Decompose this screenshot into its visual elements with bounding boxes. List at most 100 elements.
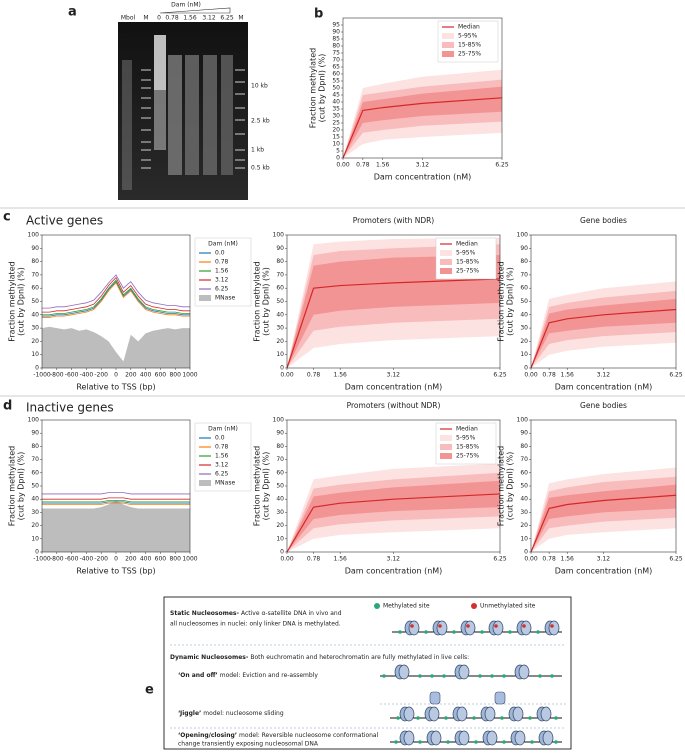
y-tick-label: 70: [31, 456, 39, 463]
methylated-dot: [472, 716, 476, 720]
x-tick-label: 1000: [182, 556, 197, 563]
panel-label: c: [3, 210, 11, 225]
methylated-dot: [502, 740, 506, 744]
y-tick-label: 90: [31, 430, 39, 437]
heading: Static Nucleosomes-: [170, 610, 239, 617]
legend-label: 5-95%: [456, 435, 476, 442]
diagram-text: ‘Opening/closing’ model: Reversible nucle…: [178, 732, 379, 739]
y-tick-label: 90: [332, 29, 340, 36]
x-tick-label: 400: [140, 556, 152, 563]
unmethylated-dot: [410, 624, 414, 628]
diagram-text: all nucleosomes in nuclei: only linker D…: [170, 621, 341, 628]
y-tick-label: 50: [276, 298, 284, 305]
series-line: [42, 274, 190, 309]
x-tick-label: 0.78: [542, 556, 556, 563]
methylated-dot: [424, 630, 428, 634]
gel-wedge: [159, 7, 231, 14]
methylated-dot: [442, 674, 446, 678]
lane-label: 1.56: [183, 15, 197, 22]
methylated-dot: [536, 630, 540, 634]
y-axis-label: Fraction methylated: [8, 261, 17, 341]
nucleosome-illustrations: [380, 620, 562, 746]
x-axis-label: Relative to TSS (bp): [76, 567, 155, 576]
y-tick-label: 0: [524, 365, 528, 372]
lane-label: M: [238, 15, 243, 22]
y-tick-label: 10: [332, 141, 340, 148]
y-tick-label: 40: [31, 311, 39, 318]
y-tick-label: 40: [276, 496, 284, 503]
y-tick-label: 70: [520, 271, 528, 278]
y-tick-label: 80: [276, 258, 284, 265]
lane-label: M: [143, 15, 148, 22]
y-tick-label: 50: [332, 85, 340, 92]
x-tick-label: 3.12: [416, 162, 430, 169]
x-axis-label: Dam concentration (nM): [345, 567, 443, 576]
nucleosome: [458, 730, 470, 746]
y-tick-label: 70: [520, 456, 528, 463]
gel-lane-labels: Mbol M 0 0.78 1.56 3.12 6.25 M: [121, 15, 244, 22]
x-axis-label: Dam concentration (nM): [374, 173, 472, 182]
size-marker: 0.5 kb: [251, 165, 270, 172]
panel-label: e: [145, 683, 154, 698]
nucleosome: [518, 664, 530, 680]
x-tick-label: -600: [65, 372, 79, 379]
x-tick-label: 600: [155, 372, 167, 379]
y-tick-label: 5: [336, 148, 340, 155]
size-marker: 1 kb: [251, 147, 264, 154]
lane-label: 0.78: [165, 15, 179, 22]
methylated-dot: [396, 716, 400, 720]
legend-text: Unmethylated site: [480, 603, 536, 610]
x-axis-label: Dam concentration (nM): [345, 383, 443, 392]
y-tick-label: 10: [31, 535, 39, 542]
gel-title: Dam (nM): [171, 2, 201, 9]
x-tick-label: 0: [114, 372, 118, 379]
chart: 0 10 20 30 40 50 60 70 80 90 100 0.00 0.78 1.56 3.12 6.…: [497, 216, 683, 392]
legend-label: 25-75%: [456, 453, 479, 460]
methylated-dot: [508, 630, 512, 634]
model-name: ‘On and off’: [178, 672, 218, 679]
panel-label: d: [3, 399, 12, 414]
methylated-dot: [490, 674, 494, 678]
x-tick-label: 6.25: [493, 372, 507, 379]
legend-label: 1.56: [215, 453, 229, 460]
nucleosome: [398, 664, 410, 680]
model-desc: model: Reversible nucleosome conformatio…: [239, 732, 379, 739]
x-tick-label: 800: [169, 372, 181, 379]
x-tick-label: 0.78: [542, 372, 556, 379]
y-axis-label: Fraction methylated: [253, 261, 262, 341]
legend-title: Dam (nM): [208, 241, 238, 248]
x-axis-label: Dam concentration (nM): [555, 567, 653, 576]
chart: 0 10 20 30 40 50 60 70 80 90 100 -1000 -800 -600 -400-…: [8, 232, 252, 392]
series-line: [42, 279, 190, 316]
chart-title: Promoters (without NDR): [347, 401, 441, 410]
description: Both euchromatin and heterochromatin are…: [250, 654, 469, 661]
x-tick-label: 0.78: [307, 556, 321, 563]
nucleosome: [486, 730, 498, 746]
legend-label: MNase: [215, 295, 235, 302]
nucleosome: [403, 730, 415, 746]
chart: 0 10 20 30 40 50 60 70 80 90 100 0.00 0.78 1.56 3.12 6.…: [253, 216, 507, 392]
chart: 0 10 20 30 40 50 60 70 80 90 100 0.00 0.78 1.56 3.12 6.…: [497, 401, 683, 576]
band-area: [343, 86, 502, 158]
y-tick-label: 50: [31, 483, 39, 490]
nucleosome: [520, 620, 532, 636]
x-tick-label: 3.12: [387, 556, 401, 563]
description: Active α-satellite DNA in vivo and: [241, 610, 342, 617]
y-tick-label: 55: [332, 78, 340, 85]
y-tick-label: 65: [332, 64, 340, 71]
y-tick-label: 30: [520, 509, 528, 516]
legend-swatch: [440, 250, 452, 256]
y-tick-label: 45: [332, 92, 340, 99]
gel-bands: [122, 35, 245, 190]
nucleosome: [436, 620, 448, 636]
y-tick-label: 10: [520, 535, 528, 542]
methylated-dot: [554, 716, 558, 720]
section-title: Inactive genes: [26, 401, 114, 415]
x-tick-label: -200: [94, 372, 108, 379]
y-tick-label: 90: [31, 245, 39, 252]
y-tick-label: 90: [520, 245, 528, 252]
y-axis-label: Fraction methylated: [253, 446, 262, 526]
methylated-dot: [502, 674, 506, 678]
